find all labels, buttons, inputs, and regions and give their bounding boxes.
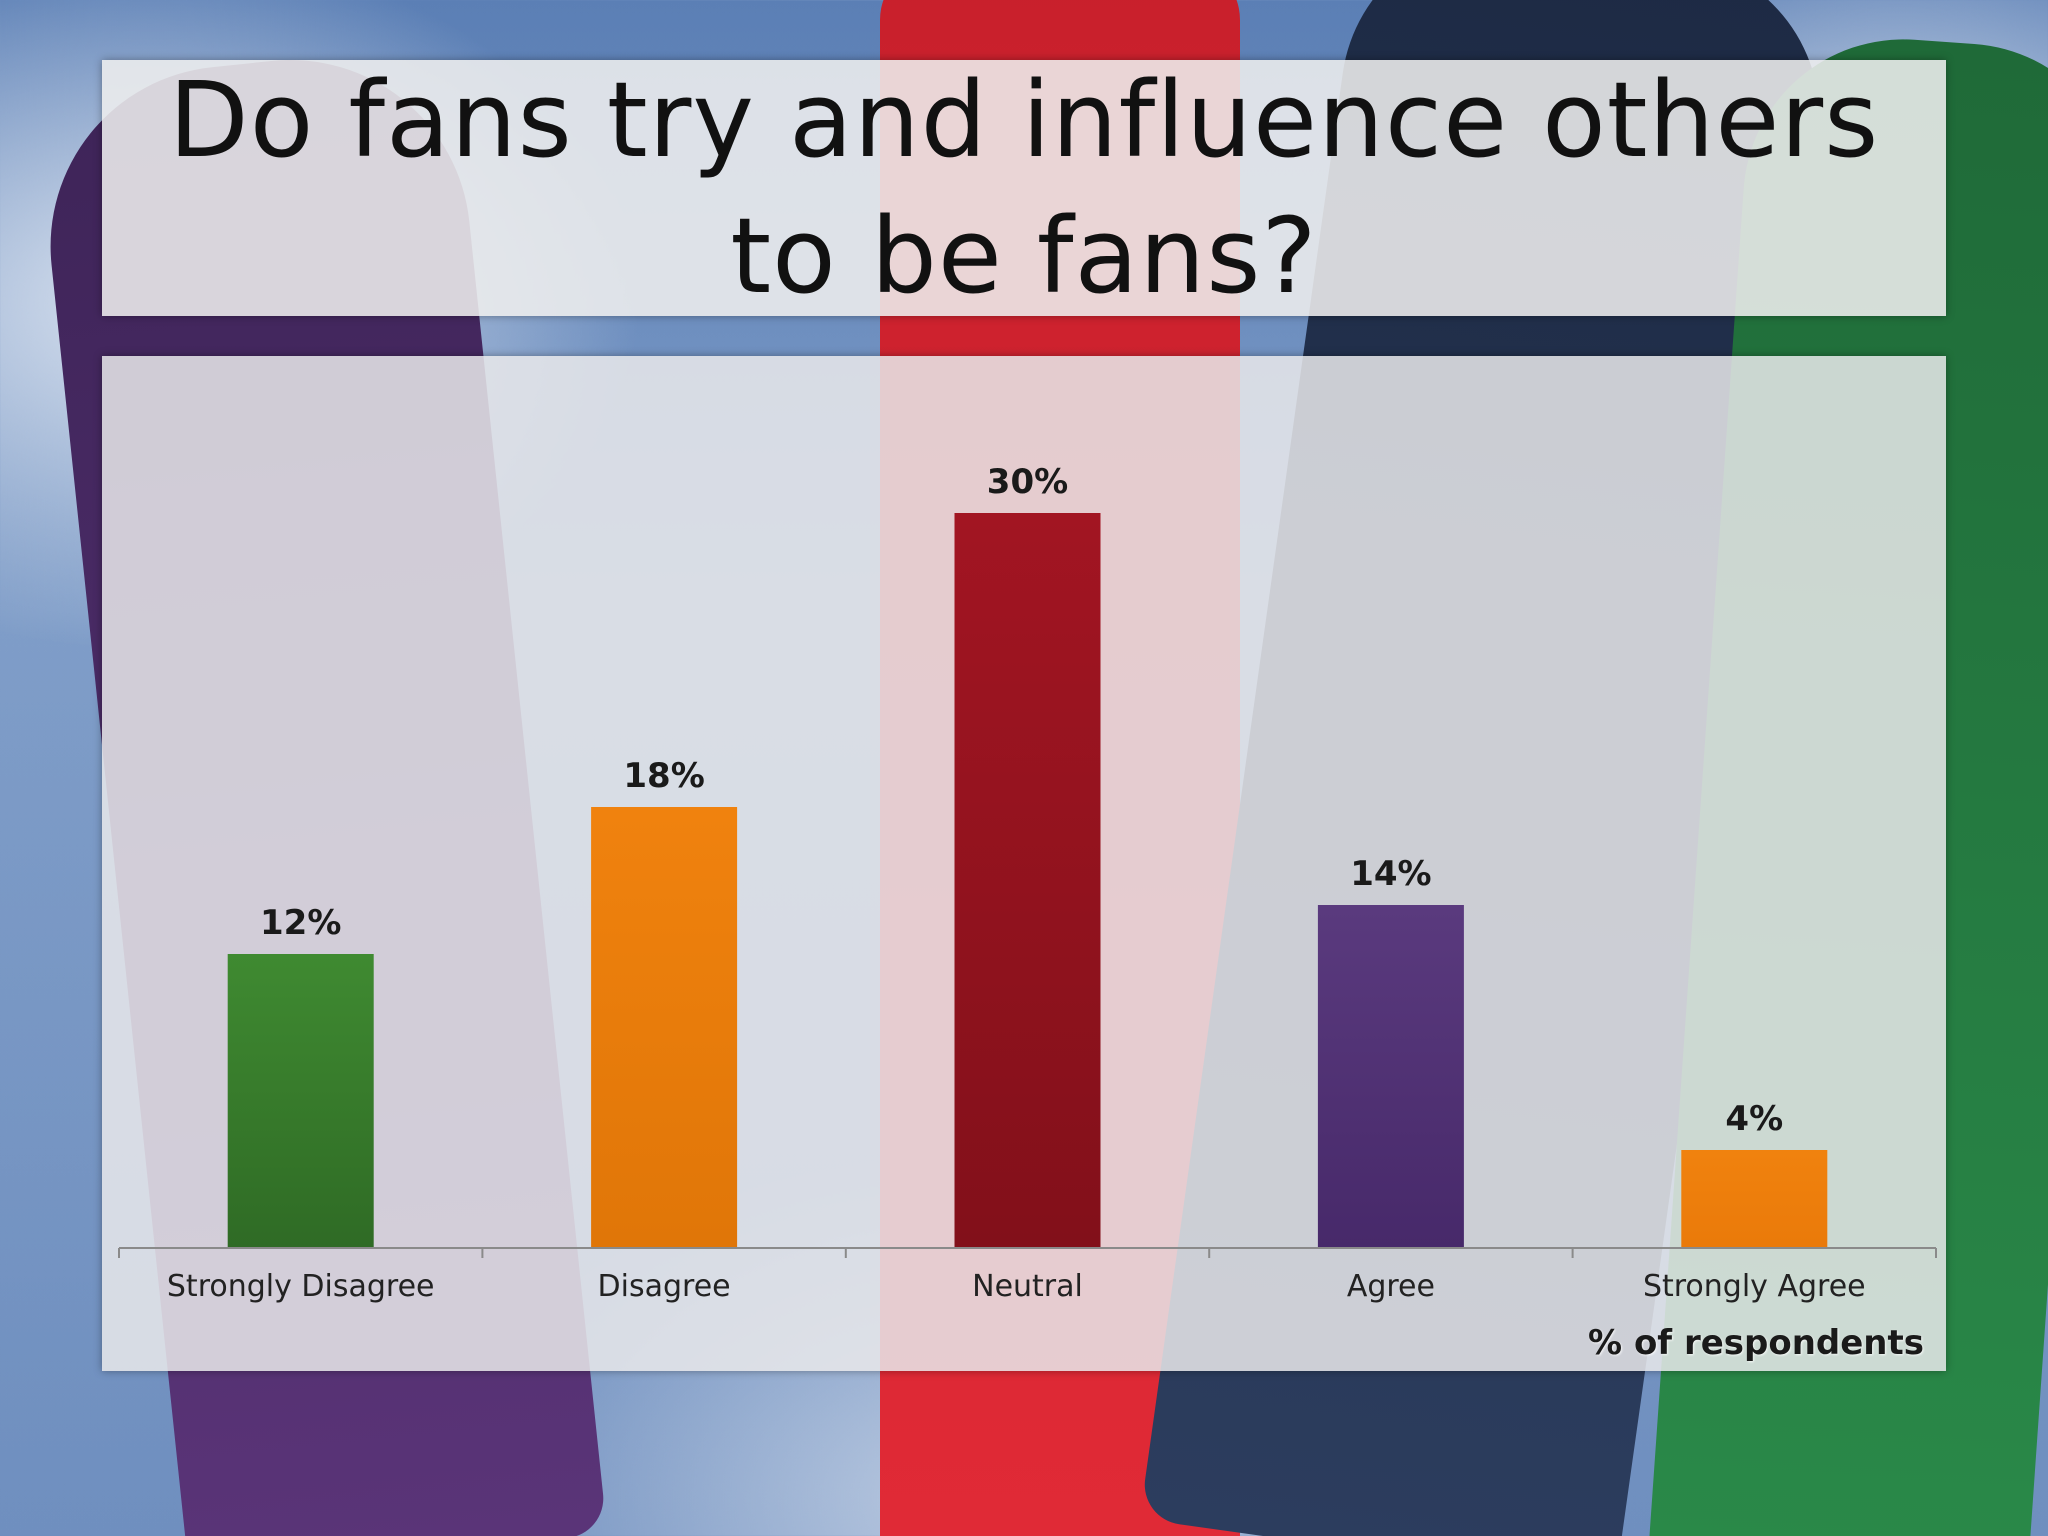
unit-note: % of respondents — [1588, 1323, 1924, 1363]
labels-layer: 12% Strongly Disagree 18% Disagree 30% Neutra… — [167, 462, 1866, 1304]
bar-agree — [1317, 905, 1464, 1248]
data-label-disagree: 18% — [623, 756, 704, 796]
bar-strongly-agree — [1681, 1150, 1828, 1248]
data-label-agree: 14% — [1350, 854, 1431, 894]
tick-label-agree: Agree — [1347, 1269, 1435, 1304]
tick-label-strongly-disagree: Strongly Disagree — [167, 1269, 435, 1304]
tick-label-strongly-agree: Strongly Agree — [1643, 1269, 1866, 1304]
tick-label-disagree: Disagree — [598, 1269, 731, 1304]
data-label-neutral: 30% — [987, 462, 1068, 502]
slide-title: Do fans try and influence others to be f… — [168, 59, 1880, 317]
chart-panel: 12% Strongly Disagree 18% Disagree 30% Neutra… — [102, 356, 1946, 1371]
bar-chart: 12% Strongly Disagree 18% Disagree 30% Neutra… — [118, 462, 1937, 1304]
tick-label-neutral: Neutral — [972, 1269, 1083, 1304]
data-label-strongly-agree: 4% — [1725, 1099, 1783, 1139]
bars-layer — [227, 513, 1828, 1248]
bar-disagree — [591, 807, 738, 1248]
data-label-strongly-disagree: 12% — [260, 903, 341, 943]
title-panel: Do fans try and influence others to be f… — [102, 59, 1946, 317]
bar-strongly-disagree — [227, 954, 374, 1248]
x-axis — [118, 1247, 1937, 1258]
bar-neutral — [954, 513, 1101, 1248]
